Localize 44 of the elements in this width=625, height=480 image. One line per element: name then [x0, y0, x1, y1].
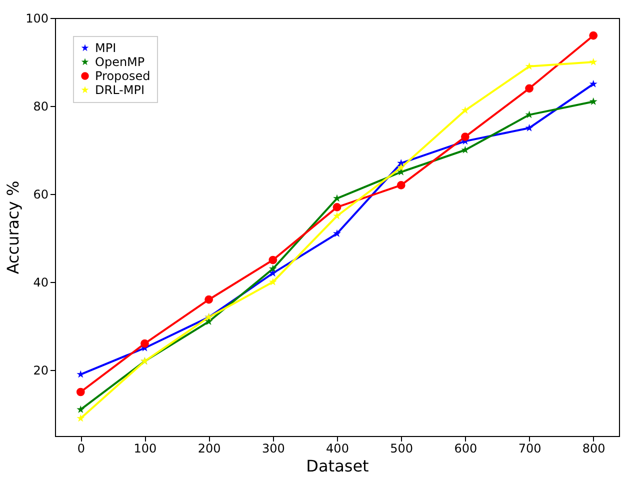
point — [461, 106, 470, 114]
legend-label: DRL-MPI — [95, 83, 145, 97]
y-tick-label: 20 — [33, 364, 48, 378]
point — [589, 80, 598, 88]
point — [268, 278, 277, 286]
x-tick-label: 500 — [390, 442, 414, 456]
y-tick-label: 80 — [33, 100, 48, 114]
point — [76, 388, 85, 396]
legend-label: Proposed — [95, 69, 150, 83]
point — [268, 269, 277, 277]
y-tick-label: 40 — [33, 276, 48, 290]
point — [332, 203, 342, 212]
point — [76, 414, 85, 422]
point — [76, 405, 85, 413]
y-axis-title: Accuracy % — [4, 180, 23, 274]
x-tick-label: 100 — [134, 442, 157, 456]
point — [589, 58, 598, 66]
point — [204, 295, 213, 304]
point — [268, 264, 277, 272]
x-tick-label: 700 — [518, 442, 542, 456]
legend-label: OpenMP — [95, 55, 145, 69]
x-tick-label: 800 — [582, 442, 606, 456]
x-tick-label: 0 — [77, 442, 85, 456]
point — [333, 229, 341, 237]
x-tick-label: 600 — [454, 442, 478, 456]
point — [461, 132, 470, 141]
x-tick-label: 400 — [326, 442, 349, 456]
point — [525, 62, 534, 70]
legend-label: MPI — [95, 41, 116, 55]
point — [589, 31, 598, 40]
point — [525, 124, 534, 132]
x-tick-label: 200 — [198, 442, 221, 456]
y-tick-label: 100 — [26, 12, 48, 26]
x-tick-label: 300 — [262, 442, 285, 456]
point — [397, 163, 406, 171]
point — [525, 84, 534, 93]
point — [333, 212, 341, 220]
point — [461, 146, 470, 154]
point — [140, 339, 149, 348]
y-tick-label: 60 — [33, 188, 48, 202]
point — [396, 181, 406, 190]
x-axis-title: Dataset — [306, 456, 369, 476]
point — [589, 97, 598, 105]
point — [268, 256, 278, 264]
